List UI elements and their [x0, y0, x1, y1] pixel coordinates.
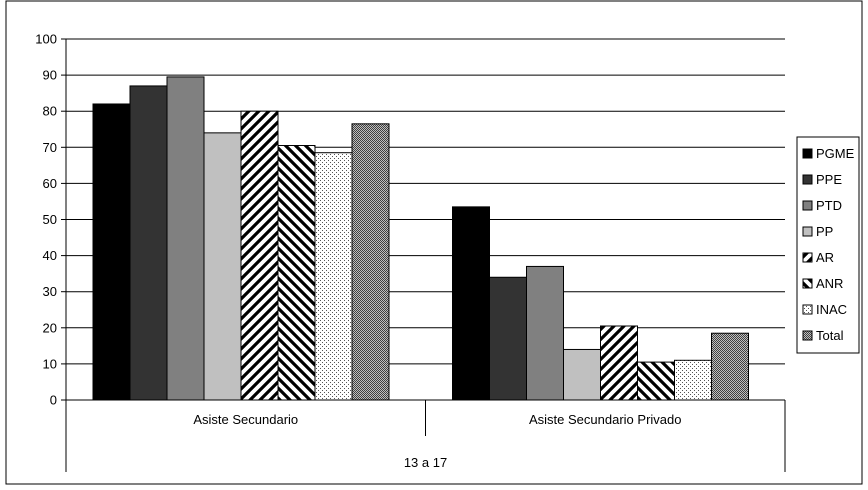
bar-inac-0 — [314, 152, 353, 401]
legend-swatch-anr — [802, 278, 813, 289]
legend-label-ppe: PPE — [816, 172, 842, 187]
legend: PGME PPE PTD PP AR ANR INAC Total — [796, 136, 860, 354]
y-tick-label: 10 — [43, 356, 57, 371]
bar-ptd-0 — [166, 76, 205, 401]
bar-pp-1 — [563, 348, 601, 401]
bar-pgme-1 — [452, 206, 490, 401]
bar-total-1 — [711, 332, 749, 401]
y-tick-label: 30 — [43, 284, 57, 299]
legend-swatch-pp — [802, 226, 813, 237]
y-tick-label: 20 — [43, 320, 57, 335]
y-tick-label: 90 — [43, 68, 57, 83]
bar-ppe-0 — [129, 85, 168, 401]
x-category-labels: Asiste Secundario Asiste Secundario Priva… — [193, 412, 681, 470]
legend-box — [796, 136, 860, 354]
y-tick-label: 50 — [43, 212, 57, 227]
y-tick-label: 60 — [43, 176, 57, 191]
legend-swatch-ar — [802, 252, 813, 263]
legend-label-anr: ANR — [816, 276, 843, 291]
x-category-label: Asiste Secundario — [193, 412, 298, 427]
legend-label-inac: INAC — [816, 302, 847, 317]
x-category-label: Asiste Secundario Privado — [529, 412, 681, 427]
legend-swatch-total — [802, 330, 813, 341]
legend-swatch-ppe — [802, 174, 813, 185]
legend-swatch-ptd — [802, 200, 813, 211]
y-tick-label: 0 — [50, 393, 57, 408]
bar-anr-0 — [277, 144, 316, 401]
bar-total-0 — [351, 123, 390, 401]
bar-pgme-0 — [92, 103, 131, 401]
legend-label-ar: AR — [816, 250, 834, 265]
legend-label-pp: PP — [816, 224, 833, 239]
bar-ptd-1 — [526, 265, 564, 401]
bar-ar-0 — [240, 110, 279, 401]
bar-anr-1 — [637, 361, 675, 401]
legend-label-total: Total — [816, 328, 844, 343]
y-tick-label: 40 — [43, 248, 57, 263]
y-tick-label: 100 — [35, 32, 57, 47]
legend-label-ptd: PTD — [816, 198, 842, 213]
legend-swatch-inac — [802, 304, 813, 315]
y-tick-labels: 0 10 20 30 40 50 60 70 80 90 100 — [35, 32, 66, 408]
legend-swatch-pgme — [802, 148, 813, 159]
legend-label-pgme: PGME — [816, 146, 855, 161]
y-tick-label: 70 — [43, 140, 57, 155]
x-group-label: 13 a 17 — [404, 455, 447, 470]
bar-pp-0 — [203, 132, 242, 401]
bar-ar-1 — [600, 325, 638, 401]
bar-ppe-1 — [489, 276, 527, 401]
bar-inac-1 — [674, 359, 712, 401]
y-tick-label: 80 — [43, 104, 57, 119]
